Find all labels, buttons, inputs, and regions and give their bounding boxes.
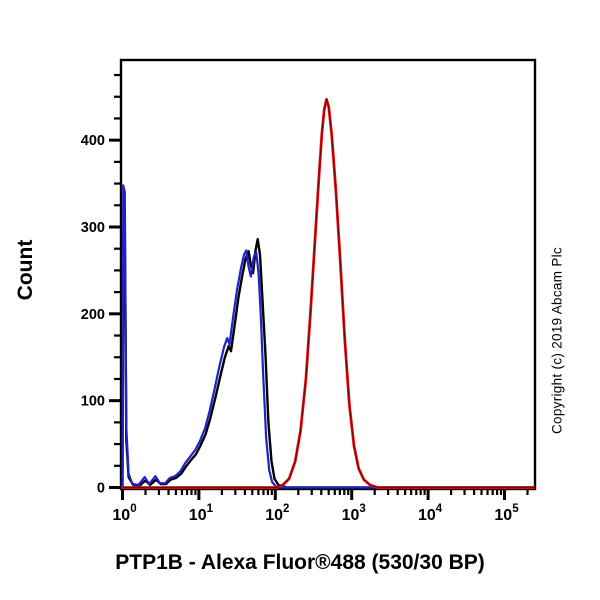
- x-tick-label: 102: [265, 503, 289, 524]
- blue-curve: [121, 184, 535, 489]
- y-axis-tick-labels: 0 100 200 300 400: [81, 133, 105, 496]
- x-axis-tick-labels: 100 101 102 103 104 105: [112, 503, 519, 524]
- y-tick-label: 100: [81, 394, 105, 410]
- x-tick-label: 104: [418, 503, 443, 524]
- y-tick-label: 0: [97, 481, 105, 497]
- x-tick-label: 105: [494, 503, 519, 524]
- x-tick-label: 103: [342, 503, 366, 524]
- black-curve: [121, 225, 535, 489]
- y-tick-label: 200: [81, 307, 105, 323]
- y-tick-label: 300: [81, 220, 105, 236]
- y-axis-ticks: [109, 73, 120, 489]
- x-tick-label: 101: [189, 503, 214, 524]
- red-curve: [121, 97, 535, 489]
- curves: [121, 97, 535, 489]
- copyright-notice: Copyright (c) 2019 Abcam Plc: [549, 247, 565, 434]
- y-tick-label: 400: [81, 133, 105, 149]
- x-axis-ticks: [121, 489, 529, 500]
- red-curve-dark-edge: [121, 98, 535, 489]
- x-axis-title: PTP1B - Alexa Fluor®488 (530/30 BP): [115, 551, 485, 574]
- plot-frame: [119, 58, 537, 491]
- x-tick-label: 100: [112, 503, 136, 524]
